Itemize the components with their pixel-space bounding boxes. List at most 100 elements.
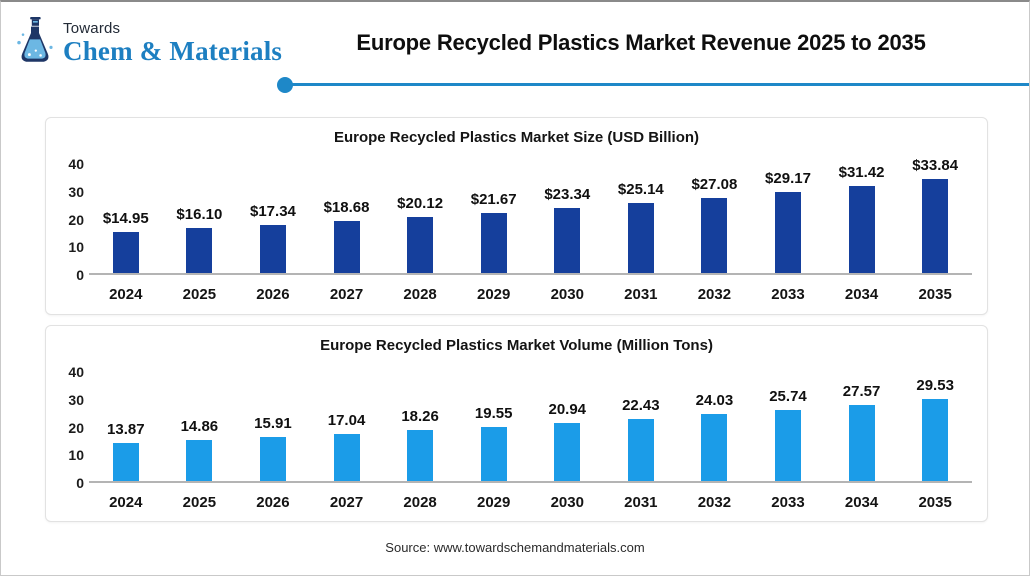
- plot-area: 13.87 14.86 15.91 17.04 18.26 19.55 20.94 22.43…: [89, 372, 972, 483]
- x-axis-tick: 2032: [697, 494, 732, 511]
- y-axis-tick: 10: [68, 239, 84, 256]
- y-axis-tick: 20: [68, 419, 84, 436]
- bar: [922, 399, 949, 481]
- bar: [480, 212, 507, 273]
- bar-value-label: $29.17: [765, 170, 811, 188]
- y-axis-tick: 20: [68, 211, 84, 228]
- x-axis-tick: 2027: [329, 286, 364, 303]
- bar-value-label: $17.34: [250, 202, 296, 220]
- x-axis-tick: 2034: [844, 494, 879, 511]
- bar-group: 15.91: [236, 372, 310, 481]
- x-axis-tick: 2027: [329, 494, 364, 511]
- market-size-chart-panel: Europe Recycled Plastics Market Size (US…: [45, 117, 988, 315]
- bar-value-label: $33.84: [912, 157, 959, 175]
- market-volume-chart-panel: Europe Recycled Plastics Market Volume (…: [45, 325, 988, 522]
- bar-value-label: $14.95: [102, 209, 149, 227]
- bar: [848, 404, 875, 481]
- header-divider-line: [285, 83, 1029, 86]
- source-attribution: Source: www.towardschemandmaterials.com: [385, 540, 645, 555]
- bar-value-label: $16.10: [176, 206, 223, 224]
- bar-group: 17.04: [310, 372, 384, 481]
- header-divider-dot: [277, 77, 293, 93]
- x-axis-tick: 2025: [182, 286, 217, 303]
- bar-group: $18.68: [310, 164, 384, 273]
- brand-name: Towards Chem & Materials: [63, 20, 282, 65]
- x-axis-tick: 2024: [109, 286, 143, 303]
- brand-logo: Towards Chem & Materials: [11, 14, 282, 68]
- bar-group: $33.84: [898, 157, 972, 273]
- y-axis-tick: 40: [68, 364, 84, 380]
- bar: [701, 197, 728, 273]
- bar-value-label: $27.08: [691, 175, 738, 193]
- bar-group: 13.87: [89, 372, 163, 481]
- x-axis-tick: 2029: [476, 286, 511, 303]
- bar-group: 14.86: [163, 372, 237, 481]
- bar: [186, 439, 213, 481]
- bar-group: 29.53: [898, 372, 972, 481]
- chart-area: 13.87 14.86 15.91 17.04 18.26 19.55 20.94 22.43…: [46, 364, 987, 522]
- bar: [259, 224, 286, 273]
- bar-group: $31.42: [825, 164, 899, 273]
- bar: [701, 414, 728, 481]
- bar-group: $14.95: [89, 164, 163, 273]
- bar-group: $16.10: [163, 164, 237, 273]
- bar: [112, 231, 139, 273]
- x-axis-tick: 2030: [550, 286, 584, 303]
- y-axis-tick: 0: [76, 267, 84, 283]
- bar: [554, 422, 581, 481]
- bar-value-label: $23.34: [544, 186, 591, 204]
- x-axis-tick: 2032: [697, 286, 732, 303]
- bar: [259, 436, 286, 481]
- x-axis-tick: 2035: [918, 494, 952, 511]
- y-axis-tick: 0: [76, 475, 84, 491]
- x-axis-tick: 2028: [403, 494, 437, 511]
- x-axis: 2024 2025 2026 2027 2028 2029 2030 2031 2032 2033…: [89, 494, 972, 511]
- bar: [333, 433, 360, 481]
- flask-icon: [17, 17, 53, 62]
- y-axis-tick: 40: [68, 156, 84, 172]
- bar-group: $29.17: [751, 164, 825, 273]
- chart-title: Europe Recycled Plastics Market Size (US…: [333, 129, 700, 146]
- x-axis-tick: 2029: [476, 494, 511, 511]
- bar-group: $23.34: [530, 164, 604, 273]
- bar-value-label: 22.43: [622, 396, 660, 414]
- bar: [774, 192, 801, 273]
- x-axis-tick: 2033: [771, 494, 805, 511]
- bar-group: 19.55: [457, 372, 531, 481]
- bar-group: 24.03: [678, 372, 752, 481]
- bar-value-label: 19.55: [474, 404, 513, 422]
- x-axis-tick: 2031: [624, 494, 658, 511]
- x-axis-tick: 2031: [624, 286, 658, 303]
- bar-value-label: $21.67: [470, 190, 517, 208]
- bar-group: 25.74: [751, 372, 825, 481]
- page-title: Europe Recycled Plastics Market Revenue …: [356, 30, 926, 55]
- bar: [186, 228, 213, 273]
- bar-value-label: 15.91: [254, 414, 292, 432]
- chart-title: Europe Recycled Plastics Market Volume (…: [320, 337, 713, 354]
- bar-value-label: $18.68: [323, 199, 370, 217]
- bar-group: $21.67: [457, 164, 531, 273]
- bar-value-label: 25.74: [769, 387, 807, 405]
- x-axis-tick: 2026: [256, 286, 290, 303]
- bar-value-label: 17.04: [327, 411, 366, 429]
- bar: [922, 179, 949, 273]
- y-axis-tick: 30: [68, 183, 84, 200]
- chart-area: $14.95 $16.10 $17.34 $18.68 $20.12 $21.67 $23.…: [46, 156, 987, 314]
- bar: [480, 426, 507, 481]
- x-axis: 2024 2025 2026 2027 2028 2029 2030 2031 2032 2033…: [89, 286, 972, 303]
- bar-value-label: 18.26: [401, 408, 439, 426]
- bar-group: 27.57: [825, 372, 899, 481]
- x-axis-tick: 2030: [550, 494, 584, 511]
- bar-group: 20.94: [530, 372, 604, 481]
- x-axis-tick: 2035: [918, 286, 952, 303]
- bar-group: $27.08: [678, 164, 752, 273]
- x-axis-tick: 2026: [256, 494, 290, 511]
- bar-value-label: 20.94: [548, 400, 587, 418]
- bar: [774, 409, 801, 481]
- bar-value-label: 24.03: [695, 392, 734, 410]
- bar-group: 18.26: [383, 372, 457, 481]
- bar-value-label: $25.14: [617, 181, 664, 199]
- bar: [627, 418, 654, 481]
- bar-group: $25.14: [604, 164, 678, 273]
- bar-group: $20.12: [383, 164, 457, 273]
